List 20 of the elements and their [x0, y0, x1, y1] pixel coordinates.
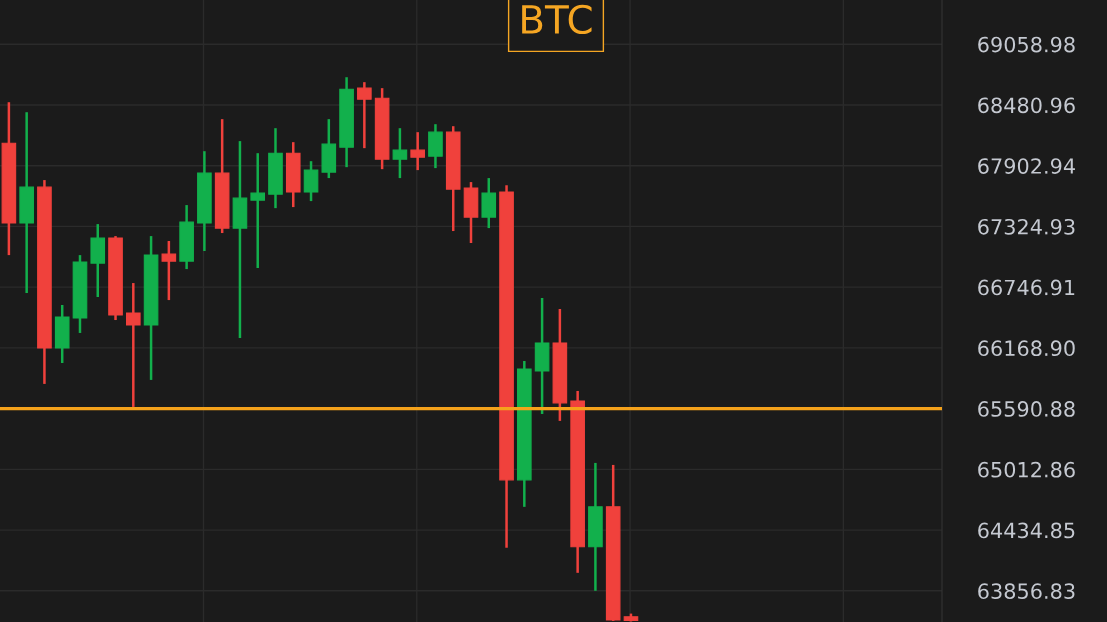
y-tick-label: 69058.98: [978, 36, 1075, 53]
y-tick-label: 66746.91: [978, 279, 1075, 296]
y-tick-label: 64434.85: [978, 522, 1075, 539]
candlestick: [250, 151, 266, 270]
y-tick-label: 63856.83: [978, 583, 1075, 600]
candlestick: [392, 126, 408, 180]
candlestick: [357, 80, 372, 150]
candlestick: [125, 281, 141, 409]
y-tick-label: 65590.88: [978, 401, 1075, 417]
y-tick-label: 65012.86: [978, 461, 1075, 478]
candlestick: [481, 176, 497, 230]
chart-title: BTC: [522, 4, 592, 35]
y-tick-label: 67324.93: [978, 218, 1075, 235]
candlestick: [161, 239, 177, 302]
candlestick: [410, 130, 425, 172]
y-tick-label: 66168.90: [978, 340, 1075, 357]
candlestick: [428, 122, 443, 170]
y-tick-label: 68480.96: [978, 97, 1075, 114]
candlestick: [303, 159, 319, 203]
y-tick-label: 67902.94: [978, 158, 1075, 174]
